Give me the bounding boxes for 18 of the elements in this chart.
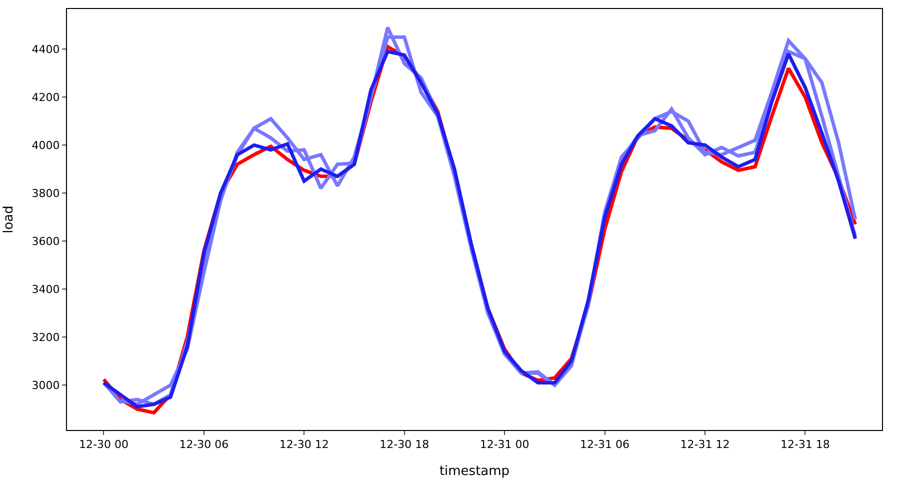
x-tick-label: 12-30 18: [380, 438, 430, 452]
x-tick-label: 12-30 06: [179, 438, 229, 452]
y-tick-label: 3200: [32, 330, 60, 344]
x-tick-label: 12-31 18: [780, 438, 830, 452]
y-tick-label: 3400: [32, 282, 60, 296]
x-tick-label: 12-30 00: [79, 438, 128, 452]
y-axis-title: load: [2, 206, 17, 234]
y-tick-label: 4400: [32, 42, 60, 56]
x-tick-label: 12-31 06: [580, 438, 630, 452]
y-tick-label: 3000: [32, 378, 60, 392]
x-axis-title: timestamp: [439, 464, 510, 479]
y-tick-label: 4200: [32, 90, 60, 104]
x-tick-label: 12-30 12: [279, 438, 329, 452]
x-tick-label: 12-31 00: [480, 438, 530, 452]
y-tick-label: 3600: [32, 234, 60, 248]
y-tick-label: 3800: [32, 186, 60, 200]
x-tick-label: 12-31 12: [680, 438, 730, 452]
y-tick-label: 4000: [32, 138, 60, 152]
